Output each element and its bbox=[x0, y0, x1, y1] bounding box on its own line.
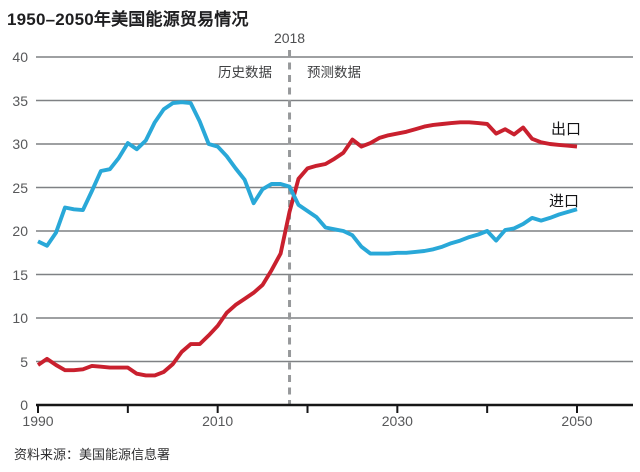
imports-series-label: 进口 bbox=[549, 193, 580, 210]
y-axis-label-40: 40 bbox=[12, 49, 28, 65]
divider-year-label: 2018 bbox=[273, 30, 306, 46]
y-axis-label-35: 35 bbox=[12, 92, 28, 109]
x-axis-label-2050: 2050 bbox=[561, 413, 593, 429]
y-axis-label-5: 5 bbox=[20, 353, 28, 370]
source-note: 资料来源：美国能源信息署 bbox=[14, 447, 171, 462]
forecast-region-label: 预测数据 bbox=[307, 65, 361, 80]
chart-title: 1950–2050年美国能源贸易情况 bbox=[7, 10, 249, 29]
historical-region-label: 历史数据 bbox=[218, 65, 272, 80]
y-axis-label-25: 25 bbox=[12, 179, 28, 196]
imports-line bbox=[37, 100, 578, 256]
x-axis-label-2030: 2030 bbox=[381, 413, 413, 429]
x-axis-label-2010: 2010 bbox=[202, 413, 234, 429]
exports-line bbox=[36, 120, 578, 378]
exports-series-label: 出口 bbox=[551, 121, 582, 138]
y-axis-label-10: 10 bbox=[12, 310, 28, 326]
x-axis-label-1990: 1990 bbox=[22, 413, 54, 429]
y-axis-label-15: 15 bbox=[12, 266, 28, 283]
y-axis-label-20: 20 bbox=[12, 223, 28, 239]
y-axis-label-0: 0 bbox=[20, 397, 28, 413]
y-axis-label-30: 30 bbox=[12, 136, 28, 152]
